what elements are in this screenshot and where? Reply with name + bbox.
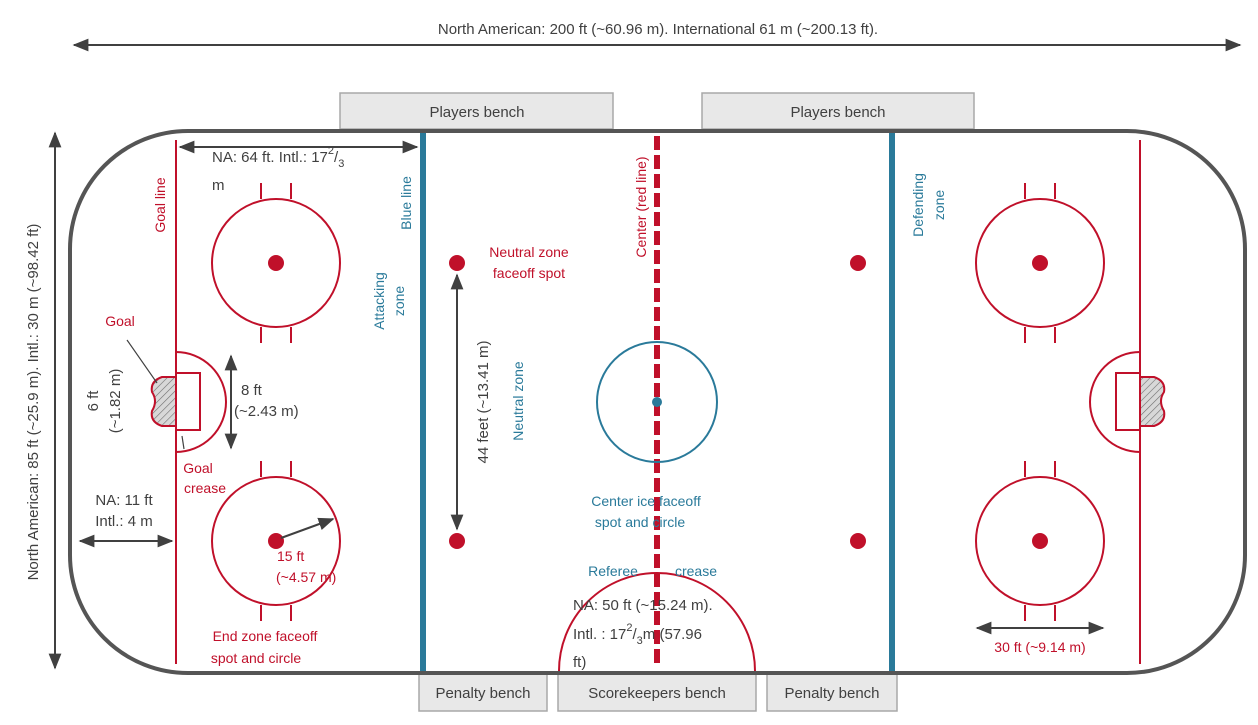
crease-label: crease [675,563,717,579]
end-spot-top-left [268,255,284,271]
goal-left [150,372,201,431]
width-dimension: North American: 85 ft (~25.9 m). Intl.: … [25,131,62,670]
goal-line-label: Goal line [152,177,168,232]
penalty-bench-right [766,672,898,712]
center-ice-label-2: spot and circle [595,514,685,530]
players-bench-left-label: Players bench [429,104,524,121]
center-red-line-label: Center (red line) [633,156,649,257]
goal-right [1115,372,1166,431]
penalty-bench-left-label: Penalty bench [435,685,530,702]
crease-size-label-2: (~2.43 m) [234,403,299,420]
end-zone-label-2: spot and circle [211,650,301,666]
blue-line-distance-1: NA: 64 ft. Intl.: 172/3 [212,145,344,170]
attacking-zone-label-2: zone [391,286,407,317]
neutral-spot-bottom-right [850,533,866,549]
end-spot-top-right [1032,255,1048,271]
defending-zone-label-2: zone [931,190,947,221]
neutral-zone-label: Neutral zone [510,361,526,441]
center-ice-label-1: Center ice faceoff [591,493,701,509]
width-label: North American: 85 ft (~25.9 m). Intl.: … [25,224,42,581]
goal-crease-label-1: Goal [183,460,213,476]
penalty-bench-left [418,672,548,712]
players-bench-right [701,92,975,130]
crease-size-label-1: 8 ft [241,382,263,399]
end-spot-bottom-left [268,533,284,549]
players-bench-right-label: Players bench [790,104,885,121]
end-zone-label-1: End zone faceoff [213,628,318,644]
benches: Players bench Players bench Penalty benc… [339,92,975,712]
blue-line-label: Blue line [398,176,414,230]
scorekeepers-bench [557,672,757,712]
goal-crease-label-2: crease [184,480,226,496]
circle-diameter-label: 30 ft (~9.14 m) [994,639,1085,655]
referee-crease-size-3: ft) [573,654,586,671]
length-label: North American: 200 ft (~60.96 m). Inter… [438,21,878,38]
blue-line-distance-2: m [212,177,225,194]
goal-width-label-2: (~1.82 m) [107,369,124,434]
neutral-spot-top-left [449,255,465,271]
end-zone-circles [211,183,1105,621]
goal-line-distance-1: NA: 11 ft [95,492,153,509]
referee-label: Referee [588,563,638,579]
referee-crease-size-2: Intl. : 172/3m (57.96 [573,622,702,647]
goal-label: Goal [105,313,135,329]
goal-width-label-1: 6 ft [85,390,102,412]
goal-crease-right [1089,351,1141,453]
end-spot-bottom-right [1032,533,1048,549]
center-circle [596,341,718,463]
referee-crease-size-1: NA: 50 ft (~15.24 m). [573,597,713,614]
attacking-zone-label-1: Attacking [371,272,387,330]
measurement-arrows [78,140,1105,635]
center-faceoff-spot [652,397,662,407]
radius-label-2: (~4.57 m) [276,569,336,585]
radius-label-1: 15 ft [277,548,304,564]
neutral-spot-label-1: Neutral zone [489,244,569,260]
defending-zone-label-1: Defending [910,173,926,237]
spot-distance-label: 44 feet (~13.41 m) [475,341,492,464]
penalty-bench-right-label: Penalty bench [784,685,879,702]
scorekeepers-bench-label: Scorekeepers bench [588,685,726,702]
goal-line-distance-2: Intl.: 4 m [95,513,153,530]
players-bench-left [339,92,614,130]
length-dimension: North American: 200 ft (~60.96 m). Inter… [72,21,1242,52]
neutral-spot-top-right [850,255,866,271]
neutral-spot-bottom-left [449,533,465,549]
neutral-spot-label-2: faceoff spot [493,265,565,281]
